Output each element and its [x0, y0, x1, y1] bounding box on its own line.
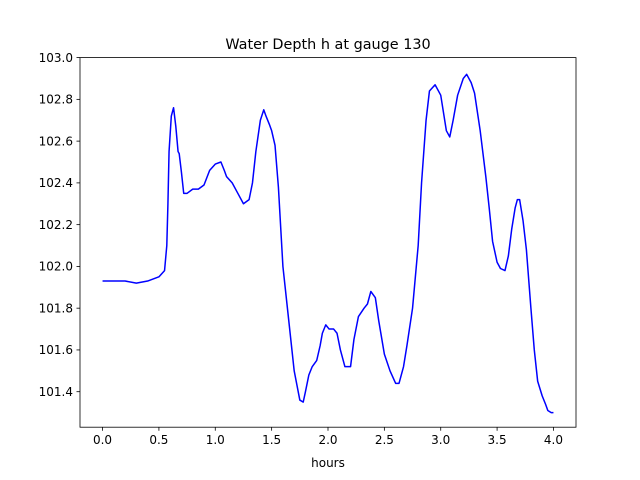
x-tick-label: 3.5	[488, 433, 507, 447]
y-tick-label: 102.6	[39, 134, 73, 148]
series-line-0	[102, 73, 554, 414]
x-tick-label: 2.0	[318, 433, 337, 447]
y-tick-label: 102.2	[39, 218, 73, 232]
y-axis: 101.4 101.6 101.8 102.0 102.2 102.4 102.6 102.8…	[39, 51, 80, 399]
x-tick-label: 2.5	[375, 433, 394, 447]
y-tick-label: 101.8	[39, 301, 73, 315]
x-tick-label: 4.0	[544, 433, 563, 447]
y-tick-label: 101.4	[39, 385, 73, 399]
x-tick-label: 3.0	[431, 433, 450, 447]
y-tick-label: 101.6	[39, 343, 73, 357]
x-tick-label: 1.5	[262, 433, 281, 447]
y-tick-label: 102.4	[39, 176, 73, 190]
x-tick-label: 0.5	[149, 433, 168, 447]
x-axis: 0.0 0.5 1.0 1.5 2.0 2.5 3.0 3.5 4.0	[93, 427, 563, 447]
x-tick-label: 0.0	[93, 433, 112, 447]
chart-title: Water Depth h at gauge 130	[225, 37, 430, 53]
y-tick-label: 103.0	[39, 51, 73, 65]
x-tick-label: 1.0	[206, 433, 225, 447]
y-tick-label: 102.8	[39, 93, 73, 107]
y-tick-label: 102.0	[39, 260, 73, 274]
x-axis-label: hours	[311, 456, 345, 470]
